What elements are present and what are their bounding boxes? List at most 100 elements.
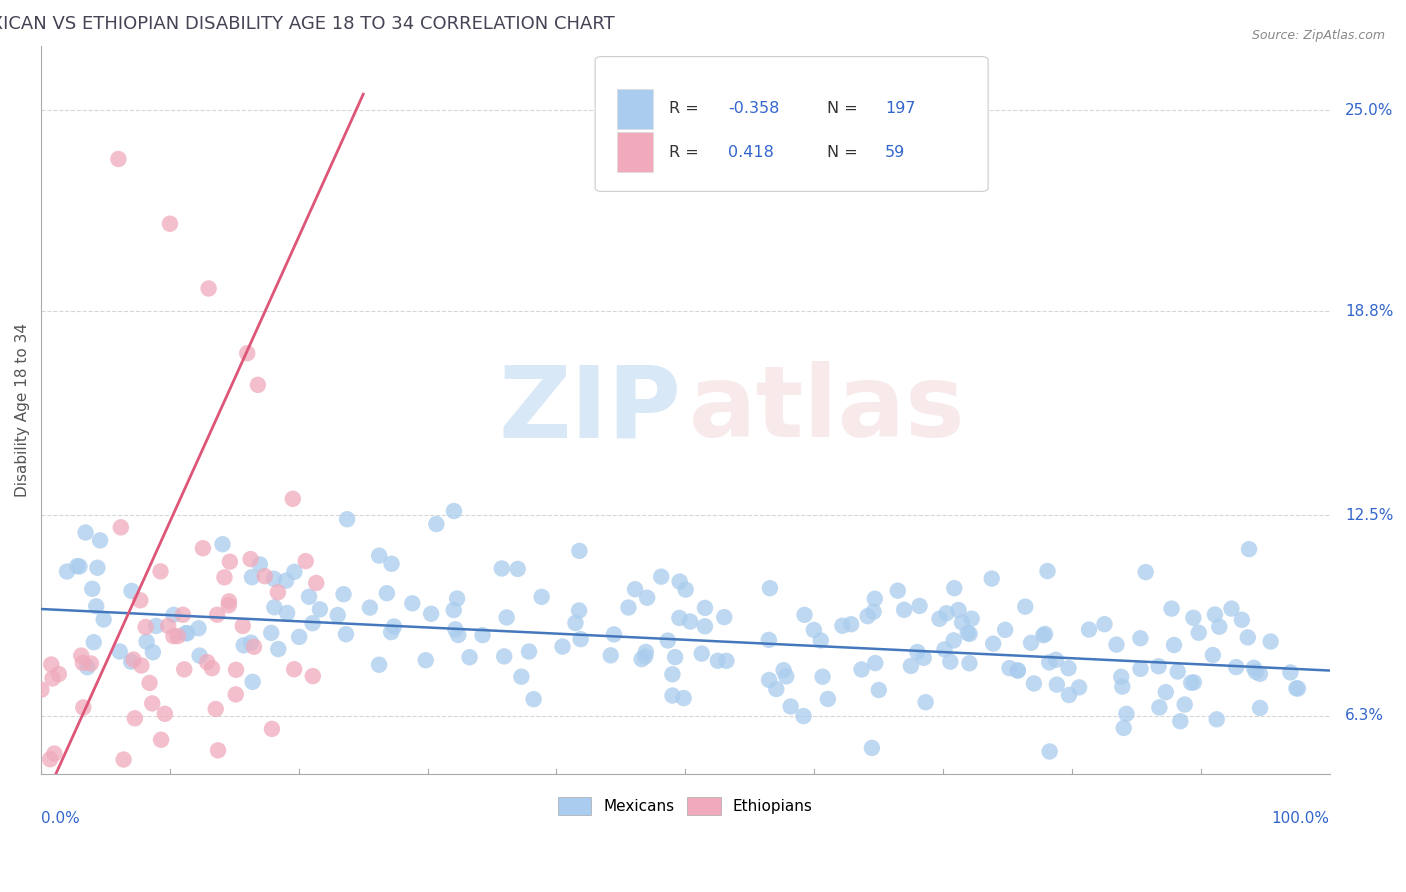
Text: 12.5%: 12.5% <box>1346 508 1393 523</box>
Text: atlas: atlas <box>689 361 966 458</box>
Point <box>928 612 950 626</box>
Point <box>779 699 801 714</box>
Point <box>856 609 879 624</box>
Point <box>375 586 398 600</box>
Point <box>868 683 890 698</box>
Point <box>939 655 962 669</box>
Point <box>267 585 290 599</box>
Point <box>157 619 180 633</box>
Point <box>218 599 240 613</box>
Point <box>56 565 79 579</box>
Text: R =: R = <box>669 145 703 160</box>
Point <box>943 581 966 595</box>
Point <box>934 642 956 657</box>
Point <box>447 628 470 642</box>
Point <box>998 661 1021 675</box>
Point <box>89 533 111 548</box>
Point <box>1237 542 1260 557</box>
Point <box>1033 627 1056 641</box>
Point <box>1160 601 1182 615</box>
Point <box>956 626 979 640</box>
FancyBboxPatch shape <box>617 132 654 172</box>
Point <box>159 217 181 231</box>
Point <box>69 559 91 574</box>
Text: Source: ZipAtlas.com: Source: ZipAtlas.com <box>1251 29 1385 42</box>
Point <box>1112 721 1135 735</box>
Point <box>905 645 928 659</box>
Point <box>39 752 62 766</box>
Point <box>260 722 283 736</box>
Point <box>716 654 738 668</box>
Point <box>630 652 652 666</box>
Point <box>253 569 276 583</box>
Point <box>283 565 305 579</box>
Point <box>120 655 142 669</box>
Point <box>141 697 163 711</box>
Point <box>617 600 640 615</box>
Point <box>793 607 815 622</box>
Point <box>1019 636 1042 650</box>
Point <box>650 570 672 584</box>
Point <box>326 608 349 623</box>
Point <box>1249 666 1271 681</box>
Text: ZIP: ZIP <box>499 361 682 458</box>
Point <box>900 659 922 673</box>
Point <box>174 626 197 640</box>
Point <box>1260 634 1282 648</box>
Text: 0.418: 0.418 <box>728 145 773 160</box>
Point <box>167 629 190 643</box>
Point <box>634 645 657 659</box>
Point <box>260 626 283 640</box>
Point <box>197 281 219 295</box>
Point <box>70 648 93 663</box>
Point <box>75 525 97 540</box>
Point <box>942 633 965 648</box>
Point <box>458 650 481 665</box>
Point <box>150 732 173 747</box>
Point <box>30 682 52 697</box>
Point <box>443 603 465 617</box>
Point <box>1046 678 1069 692</box>
Point <box>288 630 311 644</box>
Point <box>1182 611 1205 625</box>
Point <box>1168 714 1191 729</box>
Point <box>263 572 285 586</box>
Text: 59: 59 <box>884 145 905 160</box>
Point <box>1285 681 1308 696</box>
Point <box>122 652 145 666</box>
Point <box>305 576 328 591</box>
Point <box>1236 631 1258 645</box>
Point <box>72 656 94 670</box>
Point <box>1135 565 1157 579</box>
Point <box>72 700 94 714</box>
Point <box>1147 659 1170 673</box>
Point <box>84 599 107 614</box>
Point <box>690 647 713 661</box>
Point <box>959 627 981 641</box>
Point <box>661 689 683 703</box>
Point <box>1109 670 1132 684</box>
Text: MEXICAN VS ETHIOPIAN DISABILITY AGE 18 TO 34 CORRELATION CHART: MEXICAN VS ETHIOPIAN DISABILITY AGE 18 T… <box>0 15 614 33</box>
Point <box>66 559 89 574</box>
Text: R =: R = <box>669 101 703 116</box>
Point <box>664 650 686 665</box>
Point <box>207 743 229 757</box>
Point <box>668 611 690 625</box>
Point <box>267 642 290 657</box>
Point <box>831 618 853 632</box>
Point <box>517 644 540 658</box>
Point <box>661 667 683 681</box>
Point <box>862 605 884 619</box>
Point <box>1243 661 1265 675</box>
Point <box>1174 698 1197 712</box>
Point <box>243 640 266 654</box>
Point <box>42 783 65 797</box>
Point <box>506 562 529 576</box>
Point <box>283 662 305 676</box>
Point <box>218 594 240 608</box>
Point <box>359 600 381 615</box>
Point <box>792 709 814 723</box>
Point <box>86 560 108 574</box>
Point <box>83 635 105 649</box>
Point <box>1032 628 1054 642</box>
